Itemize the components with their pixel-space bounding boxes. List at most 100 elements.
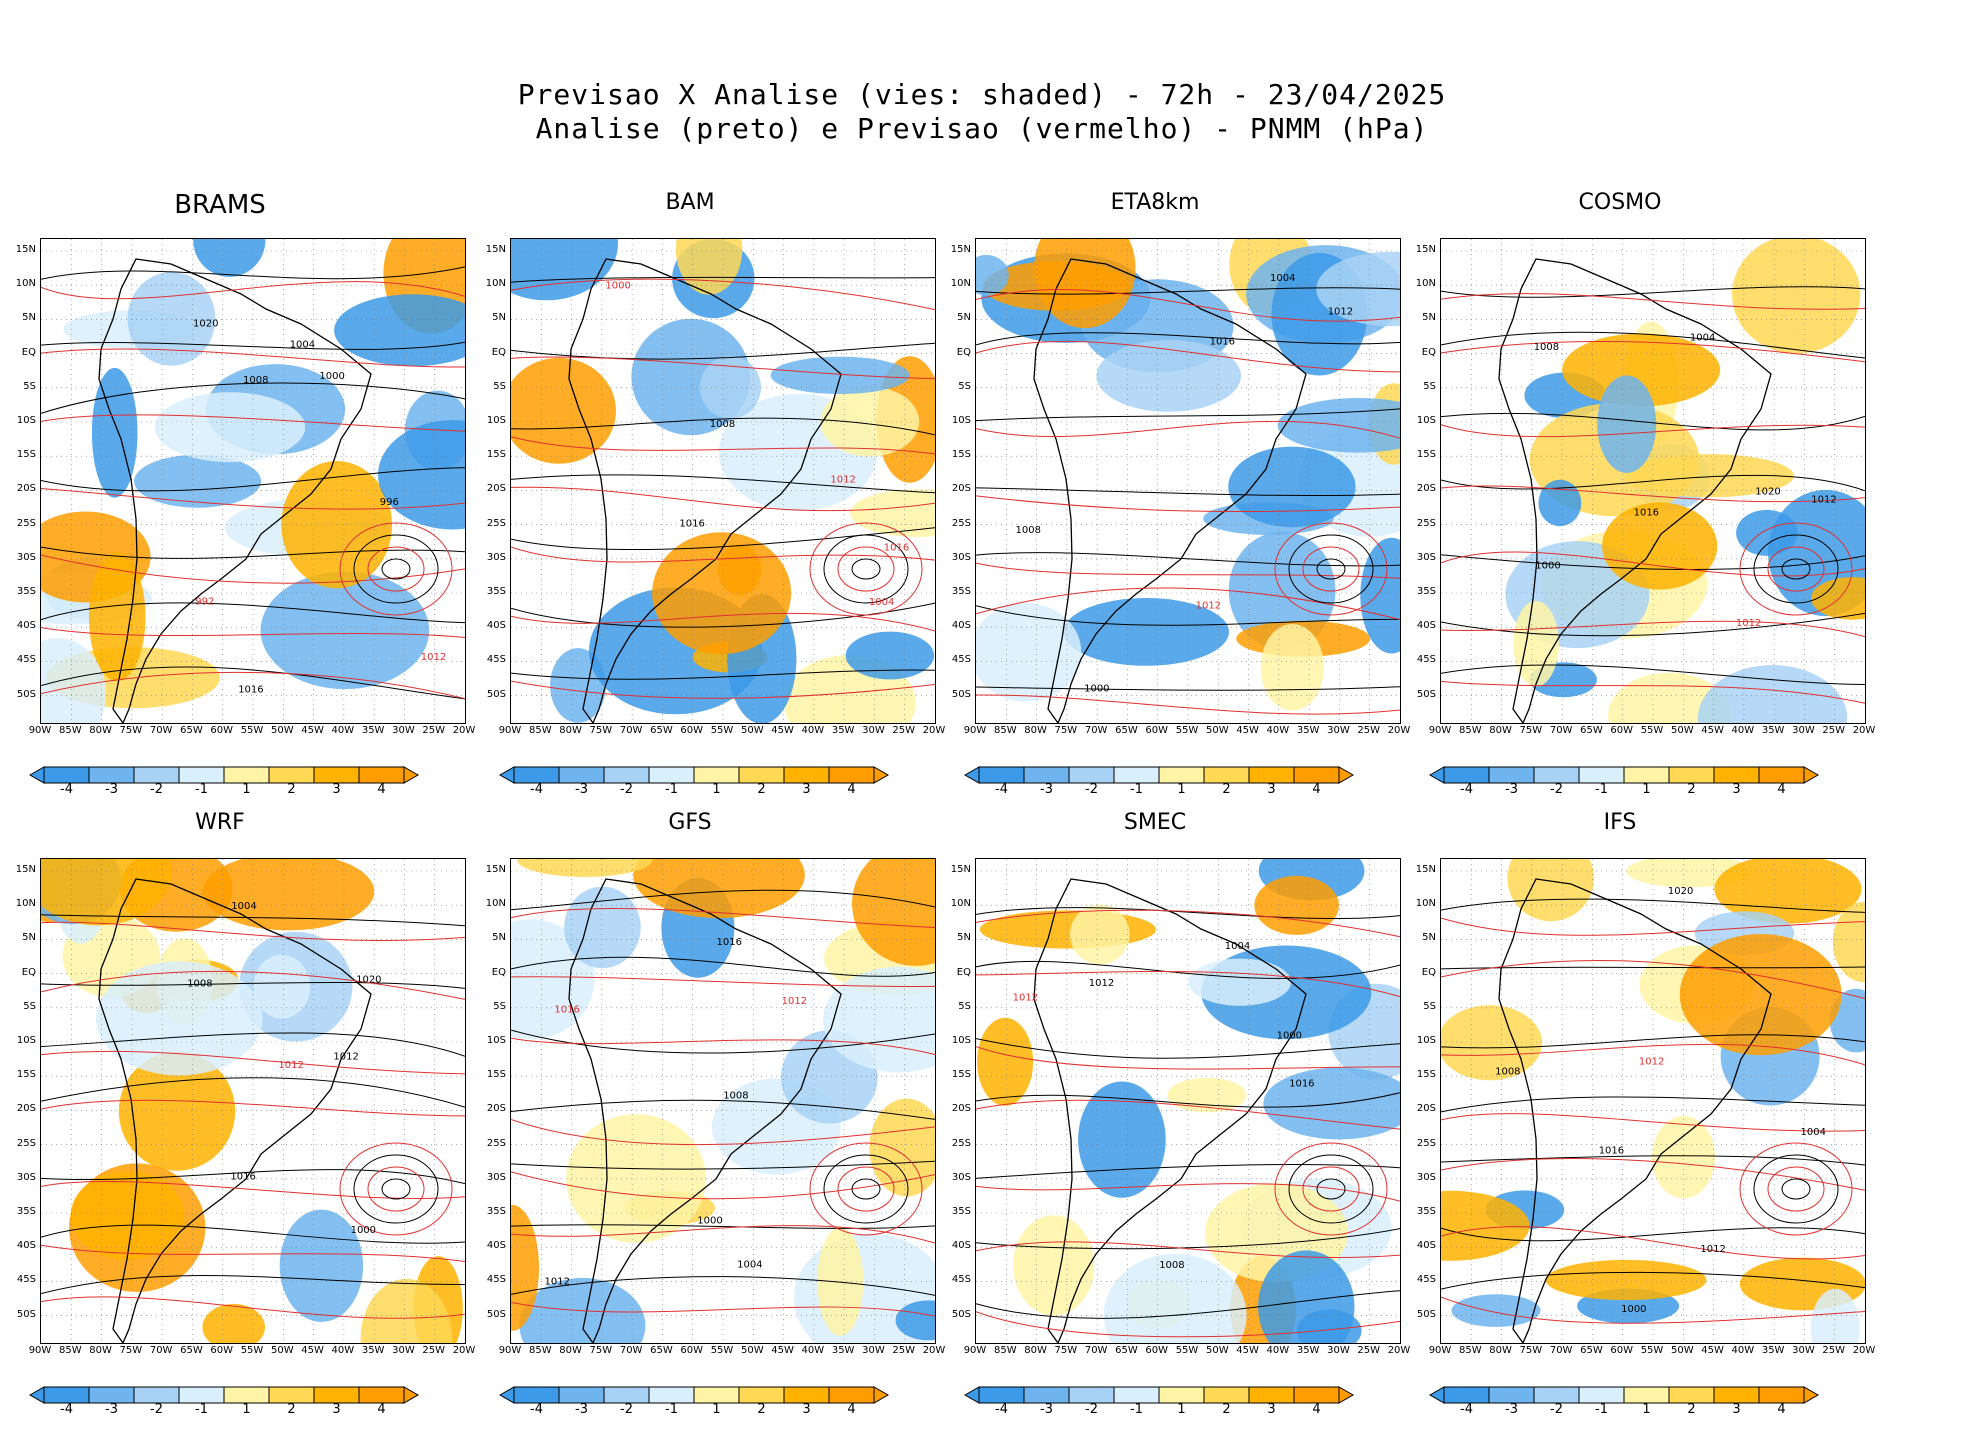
lon-tick-label: 90W [498,1345,522,1356]
lat-tick-label: 15S [1416,1069,1436,1081]
colorbar-segment [1668,1386,1715,1404]
colorbar-label: -2 [1085,1402,1098,1417]
lon-tick-label: 70W [1084,725,1108,736]
colorbar-label: 3 [802,782,811,797]
lon-tick-label: 65W [1115,1345,1138,1356]
analysis-isobar [41,1224,465,1244]
lon-tick-label: 30W [1327,1345,1350,1356]
lon-tick-label: 70W [1084,1345,1108,1356]
lat-tick-label: 5S [958,380,971,392]
contour-label: 1016 [230,1172,255,1183]
low-pressure-isobar [1753,1154,1839,1224]
lat-tick-label: 15S [951,1069,971,1081]
colorbar-arrow-left [1428,766,1445,784]
colorbar-arrow-left [963,1386,980,1404]
colorbar-arrow-right [1338,766,1355,784]
forecast-isobar [41,281,465,300]
analysis-isobar [976,1092,1400,1108]
bias-shade [1714,859,1862,924]
lat-tick-label: 5N [22,312,36,324]
lon-tick-label: 85W [993,725,1017,736]
forecast-isobar [511,1225,935,1244]
colorbar-segment [1203,766,1250,784]
bias-shade [127,272,216,366]
bias-shade [1103,1253,1247,1343]
low-pressure-isobar [367,546,425,592]
analysis-isobar [1441,1227,1865,1242]
contour-label: 1000 [1621,1304,1646,1315]
bias-shade [1188,958,1292,1006]
lat-tick-label: 10N [485,898,506,910]
forecast-isobar [1441,1226,1865,1260]
low-pressure-isobar [1288,534,1374,604]
coastline [1033,878,1307,1343]
panel-brams: BRAMS 15N 10N 5N EQ 5S 10S 15S 20S 25S 30S 35S 40S 45… [0,190,476,797]
lat-tick-label: 35S [16,586,36,597]
analysis-isobar [1441,966,1865,970]
forecast-isobar [41,348,465,368]
low-pressure-isobar [1274,1142,1388,1236]
forecast-isobar [1441,1043,1865,1066]
bias-shade [633,859,805,919]
colorbar-label: -4 [1460,1402,1473,1417]
lon-tick-label: 65W [1580,1345,1603,1356]
contour-label: 992 [195,597,214,608]
colorbar-label: 3 [332,1402,341,1417]
coastline [1498,878,1772,1343]
contour-label: 1012 [421,652,446,663]
colorbar-label: -4 [995,782,1008,797]
forecast-isobar [976,1099,1400,1130]
contour-label: 1008 [1534,342,1559,353]
low-pressure-isobar [339,522,453,616]
colorbar-segment [1203,1386,1250,1404]
analysis-isobar [511,342,935,360]
bias-shade [41,859,172,926]
lon-tick-label: 85W [58,725,82,736]
coastline [1033,258,1307,723]
lat-tick-label: 25S [951,1137,971,1149]
colorbar-label: 2 [1222,1402,1231,1417]
colorbar-arrow-left [498,1386,515,1404]
lon-tick-label: 85W [993,1345,1017,1356]
lon-tick-label: 60W [680,725,704,736]
lon-tick-label: 80W [1024,1345,1047,1356]
colorbar-segment [513,1386,560,1404]
lon-tick-label: 25W [422,1345,446,1356]
lon-tick-label: 40W [1266,725,1290,736]
lat-tick-label: 50S [16,1308,36,1320]
lon-tick-label: 75W [1054,1345,1078,1356]
low-pressure-isobar [1767,546,1825,592]
analysis-isobar [511,474,935,494]
bias-shade [260,571,430,690]
contour-label: 1012 [278,1060,303,1071]
colorbar [498,1386,890,1404]
contour-label: 1008 [243,375,268,386]
lat-tick-label: 5S [958,1000,971,1012]
bias-shade [1507,859,1594,922]
bias-shade [976,254,1009,296]
colorbar-segment [1113,1386,1160,1404]
bias-shade [1013,1215,1095,1316]
colorbar-arrow-left [28,766,45,784]
analysis-isobar [1441,1096,1865,1113]
lat-tick-label: 50S [486,688,506,700]
colorbar-label: -2 [150,782,163,797]
colorbar-label: -1 [1130,1402,1143,1417]
panel-bam: BAM 15N 10N 5N EQ 5S 10S 15S 20S 25S 30S 35S 40S 45S 5… [470,190,946,797]
colorbar-segment [1713,766,1760,784]
analysis-isobar [1441,898,1865,913]
contour-label: 1000 [1277,1031,1302,1042]
lon-tick-label: 75W [1054,725,1078,736]
lon-tick-label: 25W [1822,725,1846,736]
forecast-isobar [41,1296,465,1319]
lon-tick-label: 35W [831,1345,855,1356]
lat-tick-label: 30S [486,1171,506,1183]
forecast-isobar [976,1241,1400,1259]
low-pressure-isobar [1739,522,1853,616]
lon-tick-label: 45W [1236,1345,1259,1356]
lon-tick-label: 35W [1296,725,1320,736]
lat-tick-label: 5S [23,380,36,392]
colorbar-segment [783,766,830,784]
lon-tick-label: 60W [680,1345,704,1356]
lat-tick-label: 20S [16,483,36,495]
